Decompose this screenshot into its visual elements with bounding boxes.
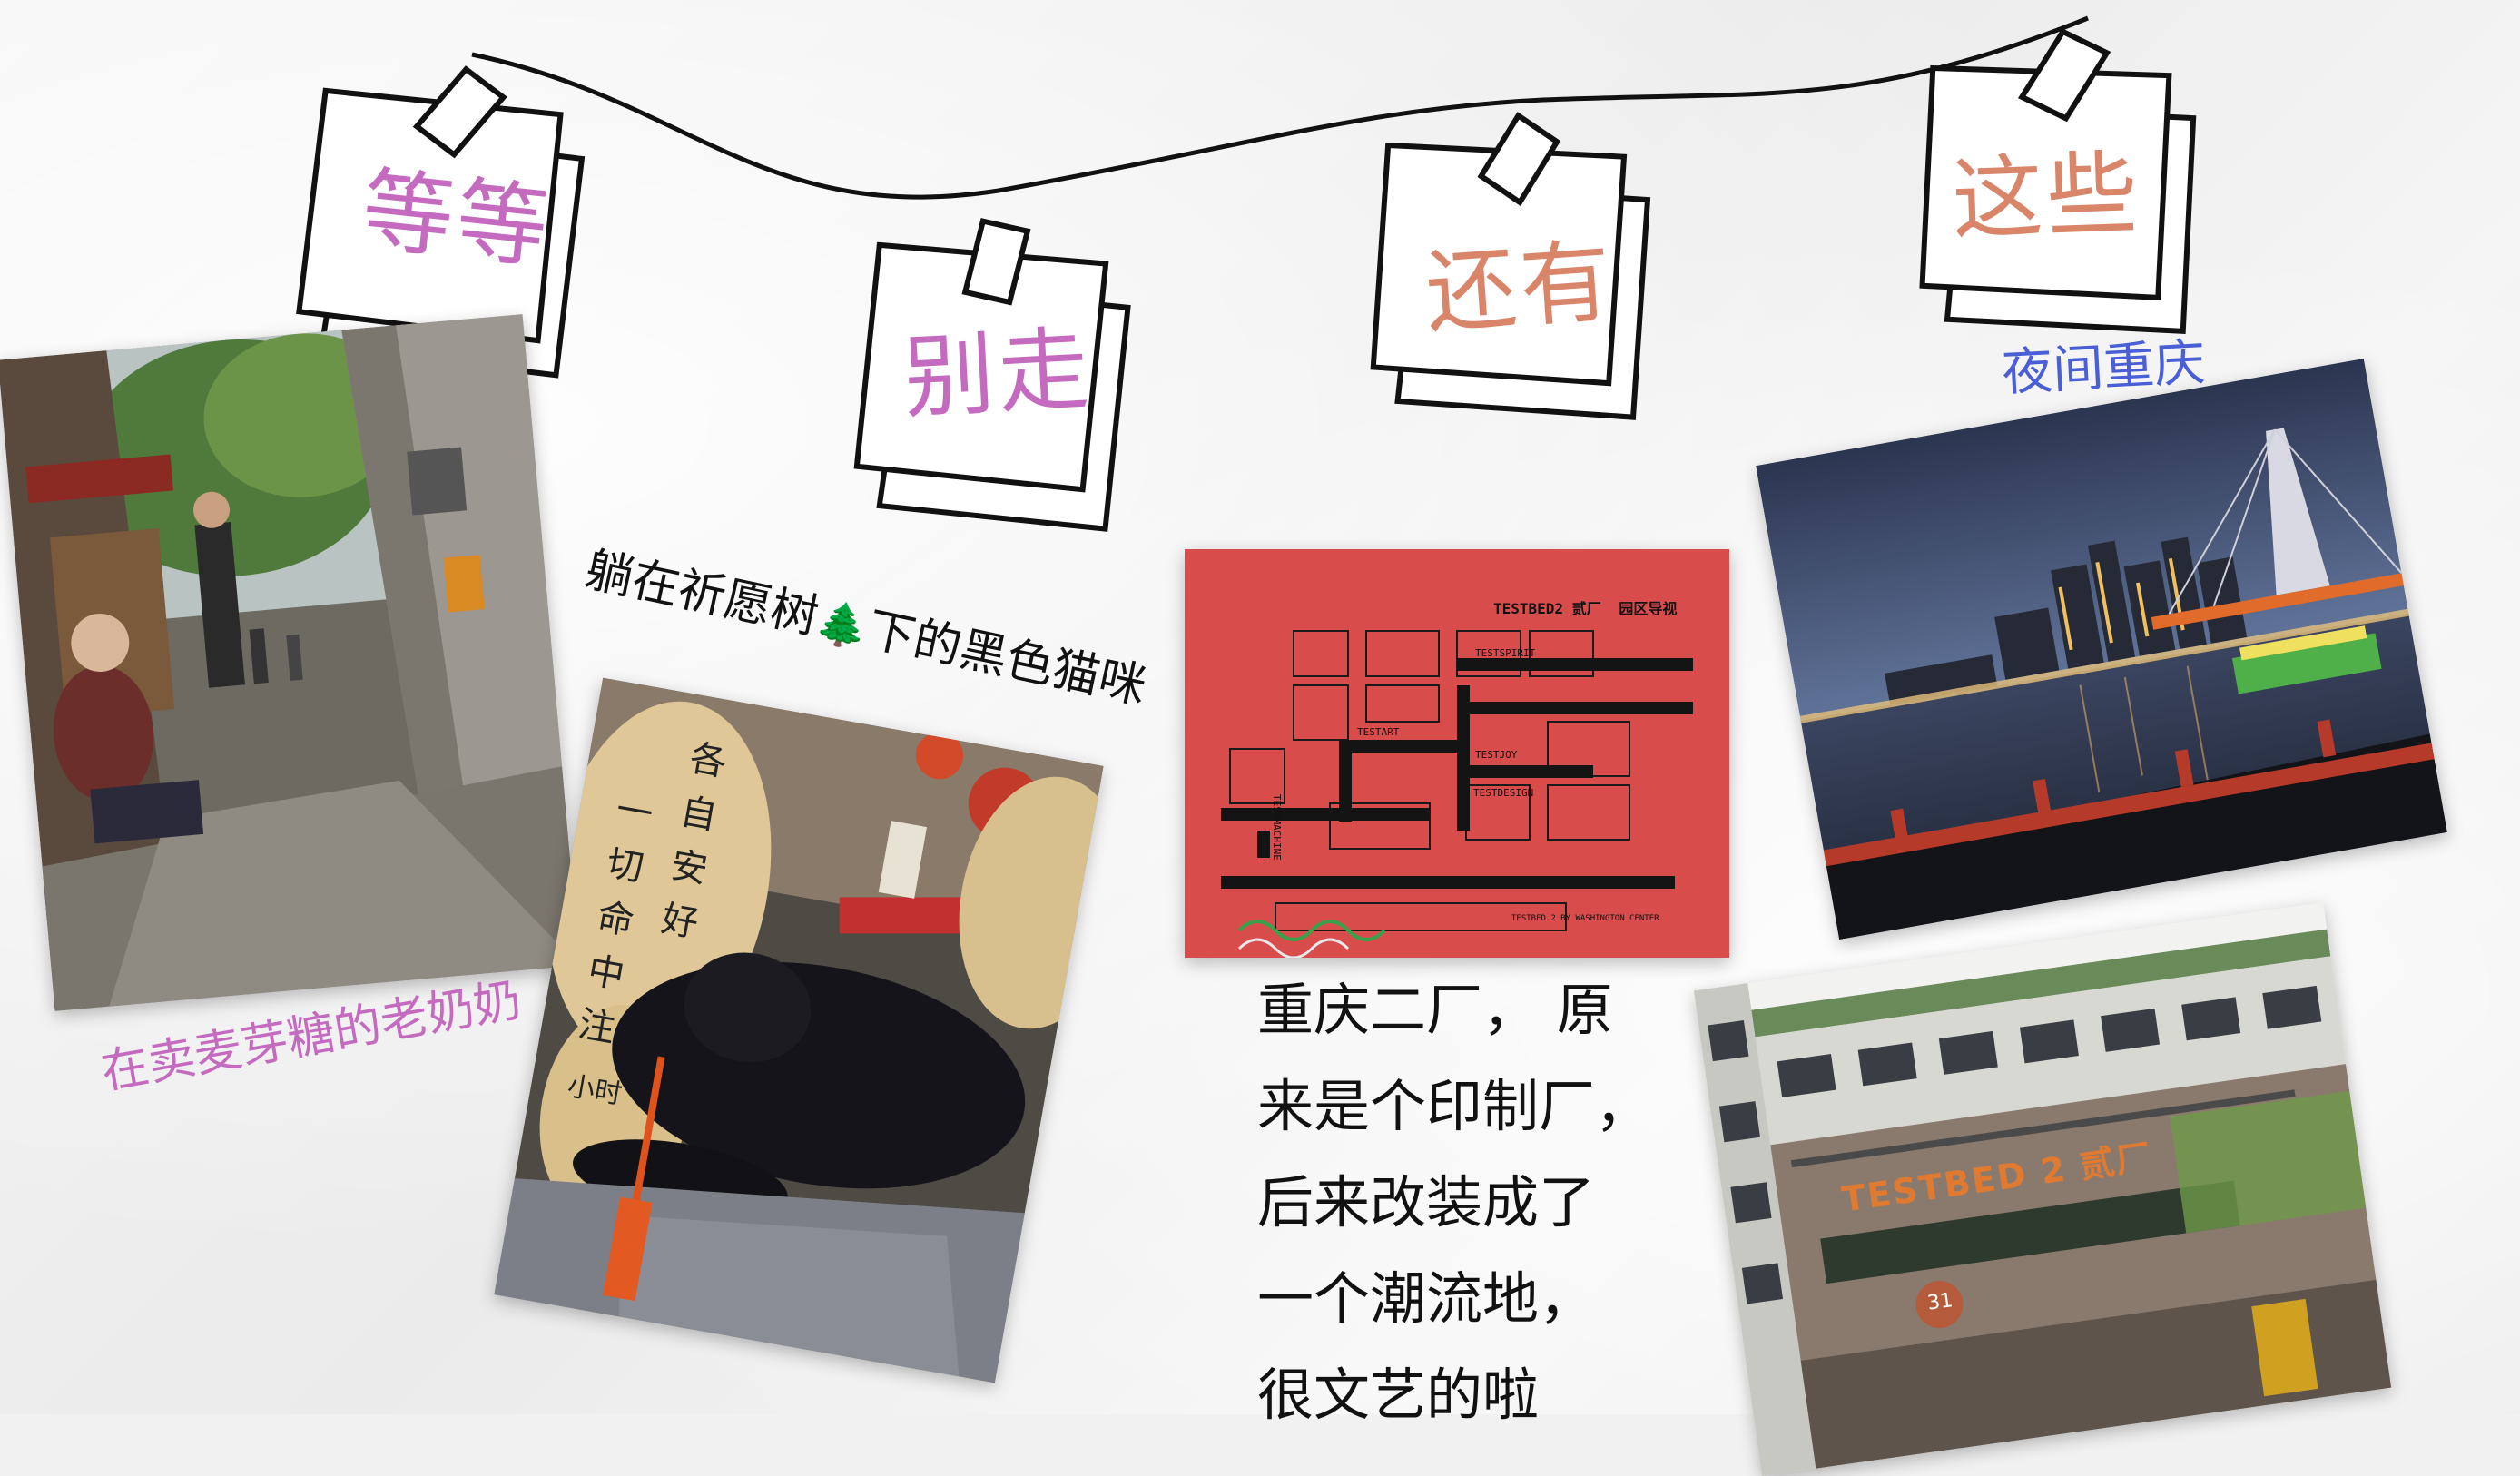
- photo-chongqing-night: [1756, 358, 2447, 940]
- sticky-note-1: [296, 65, 586, 379]
- note-label-1: 等等: [357, 156, 556, 282]
- factory-line: 后来改装成了: [1257, 1169, 1596, 1235]
- map-zone-3: TESTDESIGN: [1473, 787, 1534, 799]
- hanging-string: [471, 15, 2089, 200]
- map-subtitle-text: 园区导视: [1619, 600, 1678, 617]
- sticky-note-4: [1919, 27, 2197, 335]
- map-title-text: TESTBED2 贰厂: [1493, 600, 1601, 617]
- photo-old-street: [0, 314, 580, 1011]
- note-label-4: 这些: [1950, 140, 2143, 253]
- note-label-2: 别走: [901, 315, 1096, 432]
- photo-building-art: [1693, 901, 2392, 1476]
- photo-map-board: TESTBED2 贰厂 园区导视 TESTART TESTSPIRIT TEST…: [1185, 549, 1729, 958]
- map-zone-4: TESTMACHINE: [1271, 794, 1283, 861]
- hanging-string-layer: [296, 15, 2197, 532]
- map-footer: TESTBED 2 BY WASHINGTON CENTER: [1511, 914, 1659, 923]
- photo-old-street-art: [0, 314, 580, 1011]
- sticky-note-2: [853, 218, 1131, 532]
- map-zone-2: TESTJOY: [1475, 749, 1518, 761]
- factory-line: 来是个印制厂，: [1257, 1073, 1652, 1139]
- photo-testbed-building: TESTBED 2 贰厂 31: [1693, 901, 2392, 1476]
- photo-night-art: [1756, 358, 2447, 940]
- map-title: TESTBED2 贰厂 园区导视: [1493, 596, 1677, 618]
- photo-black-cat: 一 切 命 中 注 各 自 安 好 小时: [494, 677, 1104, 1383]
- map-board-art: [1185, 549, 1729, 958]
- building-number: 31: [1925, 1289, 1954, 1315]
- note-label-3: 还有: [1422, 227, 1619, 348]
- map-zone-1: TESTSPIRIT: [1475, 647, 1536, 659]
- factory-line: 一个潮流地，: [1257, 1265, 1596, 1332]
- factory-description: 重庆二厂， 原 来是个印制厂， 后来改装成了 一个潮流地， 很文艺的啦: [1257, 962, 1651, 1443]
- factory-line: 重庆二厂， 原: [1257, 977, 1613, 1043]
- photo-black-cat-art: [494, 677, 1104, 1383]
- sticky-note-3: [1370, 112, 1651, 420]
- factory-line: 很文艺的啦: [1257, 1362, 1540, 1428]
- map-zone-0: TESTART: [1357, 726, 1400, 738]
